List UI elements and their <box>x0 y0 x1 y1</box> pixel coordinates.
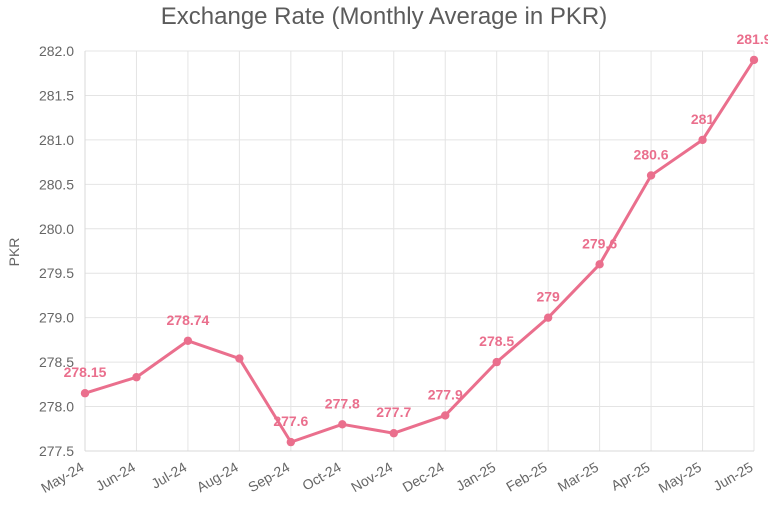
x-tick-label: Feb-25 <box>503 459 550 495</box>
data-point <box>235 354 244 363</box>
x-axis-ticks: May-24 Jun-24 Jul-24 Aug-24 Sep-24 Oct-24 Nov-… <box>38 459 756 496</box>
y-tick-label: 281.5 <box>39 87 74 103</box>
data-point <box>389 429 398 438</box>
x-tick-label: Dec-24 <box>400 459 447 496</box>
y-tick-label: 281.0 <box>39 132 74 148</box>
x-tick-label: May-25 <box>656 459 705 496</box>
data-point <box>646 171 656 180</box>
x-tick-label: Jan-25 <box>453 459 498 494</box>
data-label: 277.8 <box>325 395 360 411</box>
data-label: 278.74 <box>167 312 210 328</box>
x-tick-label: Nov-24 <box>348 459 395 496</box>
data-label: 278.5 <box>479 333 514 349</box>
data-point <box>80 389 90 398</box>
y-axis-label: PKR <box>6 238 22 267</box>
data-point <box>132 373 141 382</box>
x-tick-label: Mar-25 <box>555 459 602 495</box>
x-tick-label: Jun-25 <box>710 459 755 494</box>
data-label: 277.7 <box>376 404 411 420</box>
chart-title: Exchange Rate (Monthly Average in PKR) <box>161 3 607 30</box>
data-label: 281.9 <box>736 31 768 47</box>
data-point <box>286 437 296 447</box>
data-label: 280.6 <box>634 146 669 162</box>
x-tick-label: Apr-25 <box>608 459 653 494</box>
data-point <box>543 313 553 322</box>
x-tick-label: Jun-24 <box>93 459 138 494</box>
y-tick-label: 277.5 <box>39 443 74 459</box>
data-point <box>749 55 759 65</box>
y-axis-ticks: 282.0 281.5 281.0 280.5 280.0 279.5 279.0 278.5… <box>39 43 74 459</box>
x-tick-label: May-24 <box>38 459 87 496</box>
y-tick-label: 280.0 <box>39 221 74 237</box>
data-point <box>698 135 707 145</box>
y-tick-label: 278.5 <box>39 354 74 370</box>
data-series <box>80 55 759 447</box>
data-point <box>595 260 604 269</box>
data-label: 277.9 <box>428 386 463 402</box>
y-tick-label: 279.0 <box>39 310 74 326</box>
y-tick-label: 278.0 <box>39 399 74 415</box>
data-label: 277.6 <box>273 413 308 429</box>
x-tick-label: Aug-24 <box>194 459 241 496</box>
data-label: 281 <box>691 111 715 127</box>
x-tick-label: Sep-24 <box>245 459 292 496</box>
data-point <box>492 357 501 367</box>
y-tick-label: 279.5 <box>39 265 74 281</box>
grid-lines <box>84 50 755 452</box>
data-labels: 278.15 278.74 277.6 277.8 277.7 277.9 278.5 279… <box>64 31 768 429</box>
data-point <box>338 420 347 429</box>
data-label: 278.15 <box>64 364 107 380</box>
x-tick-label: Jul-24 <box>148 459 189 492</box>
y-tick-label: 282.0 <box>39 43 74 59</box>
y-tick-label: 280.5 <box>39 176 74 192</box>
data-label: 279 <box>536 289 560 305</box>
x-tick-label: Oct-24 <box>299 459 344 494</box>
data-point <box>183 336 193 345</box>
data-label: 279.6 <box>582 235 617 251</box>
series-line <box>83 58 756 444</box>
axes <box>84 51 754 452</box>
data-point <box>441 411 450 420</box>
